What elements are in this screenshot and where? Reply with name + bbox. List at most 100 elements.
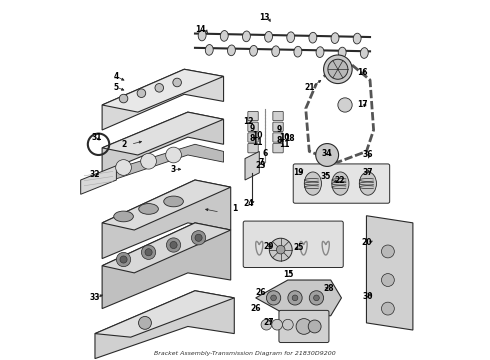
Ellipse shape bbox=[287, 32, 294, 42]
Text: 26: 26 bbox=[250, 304, 261, 313]
Text: 1: 1 bbox=[232, 204, 237, 213]
Circle shape bbox=[267, 291, 281, 305]
Circle shape bbox=[316, 144, 339, 166]
Circle shape bbox=[292, 295, 298, 301]
Text: 20: 20 bbox=[361, 238, 372, 247]
Text: 8: 8 bbox=[249, 134, 255, 143]
Circle shape bbox=[141, 153, 156, 169]
Text: 22: 22 bbox=[334, 176, 345, 185]
Circle shape bbox=[288, 291, 302, 305]
Polygon shape bbox=[102, 112, 223, 155]
Circle shape bbox=[276, 246, 285, 254]
Polygon shape bbox=[367, 216, 413, 330]
Text: 24: 24 bbox=[244, 199, 254, 208]
FancyBboxPatch shape bbox=[248, 111, 258, 121]
Circle shape bbox=[328, 59, 348, 79]
Ellipse shape bbox=[272, 46, 280, 57]
Ellipse shape bbox=[243, 31, 250, 42]
Circle shape bbox=[166, 147, 181, 163]
Text: 28: 28 bbox=[323, 284, 334, 293]
Ellipse shape bbox=[309, 32, 317, 43]
Circle shape bbox=[270, 295, 276, 301]
Text: 31: 31 bbox=[92, 132, 102, 141]
Circle shape bbox=[192, 231, 206, 245]
Circle shape bbox=[170, 242, 177, 249]
Polygon shape bbox=[102, 180, 231, 230]
Polygon shape bbox=[102, 69, 223, 112]
Circle shape bbox=[167, 238, 181, 252]
Text: 32: 32 bbox=[90, 170, 100, 179]
Ellipse shape bbox=[198, 30, 206, 41]
Ellipse shape bbox=[332, 172, 349, 195]
Text: 16: 16 bbox=[358, 68, 368, 77]
Text: 11: 11 bbox=[252, 138, 263, 147]
Polygon shape bbox=[102, 223, 231, 273]
Text: 15: 15 bbox=[283, 270, 293, 279]
Circle shape bbox=[139, 316, 151, 329]
Text: 19: 19 bbox=[294, 168, 304, 177]
Circle shape bbox=[323, 55, 352, 84]
Text: 34: 34 bbox=[322, 149, 332, 158]
Ellipse shape bbox=[338, 47, 346, 58]
Circle shape bbox=[120, 256, 127, 263]
Text: 5: 5 bbox=[114, 83, 119, 92]
Polygon shape bbox=[245, 152, 259, 180]
Circle shape bbox=[381, 245, 394, 258]
Text: 10: 10 bbox=[279, 132, 290, 141]
Polygon shape bbox=[102, 180, 231, 258]
Circle shape bbox=[308, 320, 321, 333]
Ellipse shape bbox=[220, 31, 228, 41]
Polygon shape bbox=[95, 291, 234, 359]
Ellipse shape bbox=[316, 47, 324, 58]
Text: 14: 14 bbox=[195, 26, 206, 35]
Text: 37: 37 bbox=[363, 168, 373, 177]
Circle shape bbox=[381, 302, 394, 315]
Ellipse shape bbox=[353, 33, 361, 44]
FancyBboxPatch shape bbox=[293, 164, 390, 203]
Text: 3: 3 bbox=[171, 165, 176, 174]
Ellipse shape bbox=[164, 196, 183, 207]
Text: 33: 33 bbox=[90, 293, 100, 302]
Text: 36: 36 bbox=[363, 150, 373, 159]
Ellipse shape bbox=[360, 48, 368, 58]
Text: 25: 25 bbox=[294, 243, 304, 252]
Polygon shape bbox=[256, 280, 342, 316]
Circle shape bbox=[119, 94, 128, 103]
Text: 26: 26 bbox=[256, 288, 267, 297]
Circle shape bbox=[338, 98, 352, 112]
Circle shape bbox=[261, 319, 272, 330]
Text: 6: 6 bbox=[262, 149, 267, 158]
FancyBboxPatch shape bbox=[243, 221, 343, 267]
Ellipse shape bbox=[114, 211, 133, 222]
Circle shape bbox=[309, 291, 323, 305]
Ellipse shape bbox=[359, 172, 376, 195]
Ellipse shape bbox=[265, 31, 272, 42]
FancyBboxPatch shape bbox=[273, 144, 283, 153]
Text: 4: 4 bbox=[114, 72, 119, 81]
Text: 2: 2 bbox=[121, 140, 126, 149]
Text: 21: 21 bbox=[304, 83, 315, 92]
Ellipse shape bbox=[205, 45, 213, 55]
Text: 11: 11 bbox=[279, 140, 290, 149]
Circle shape bbox=[137, 89, 146, 98]
Ellipse shape bbox=[294, 46, 302, 57]
Circle shape bbox=[142, 245, 156, 260]
Ellipse shape bbox=[331, 33, 339, 44]
FancyBboxPatch shape bbox=[273, 111, 283, 121]
Text: 9: 9 bbox=[276, 126, 282, 135]
Ellipse shape bbox=[249, 45, 258, 56]
Text: 35: 35 bbox=[320, 172, 331, 181]
Circle shape bbox=[381, 274, 394, 287]
Ellipse shape bbox=[139, 203, 158, 214]
Text: 13: 13 bbox=[259, 13, 270, 22]
Text: 12: 12 bbox=[244, 117, 254, 126]
FancyBboxPatch shape bbox=[248, 144, 258, 153]
Ellipse shape bbox=[304, 172, 321, 195]
Text: 29: 29 bbox=[263, 242, 273, 251]
Circle shape bbox=[283, 319, 293, 330]
Circle shape bbox=[173, 78, 181, 87]
FancyBboxPatch shape bbox=[273, 122, 283, 131]
FancyBboxPatch shape bbox=[248, 133, 258, 142]
Text: 18: 18 bbox=[284, 134, 295, 143]
Text: 23: 23 bbox=[256, 161, 267, 170]
